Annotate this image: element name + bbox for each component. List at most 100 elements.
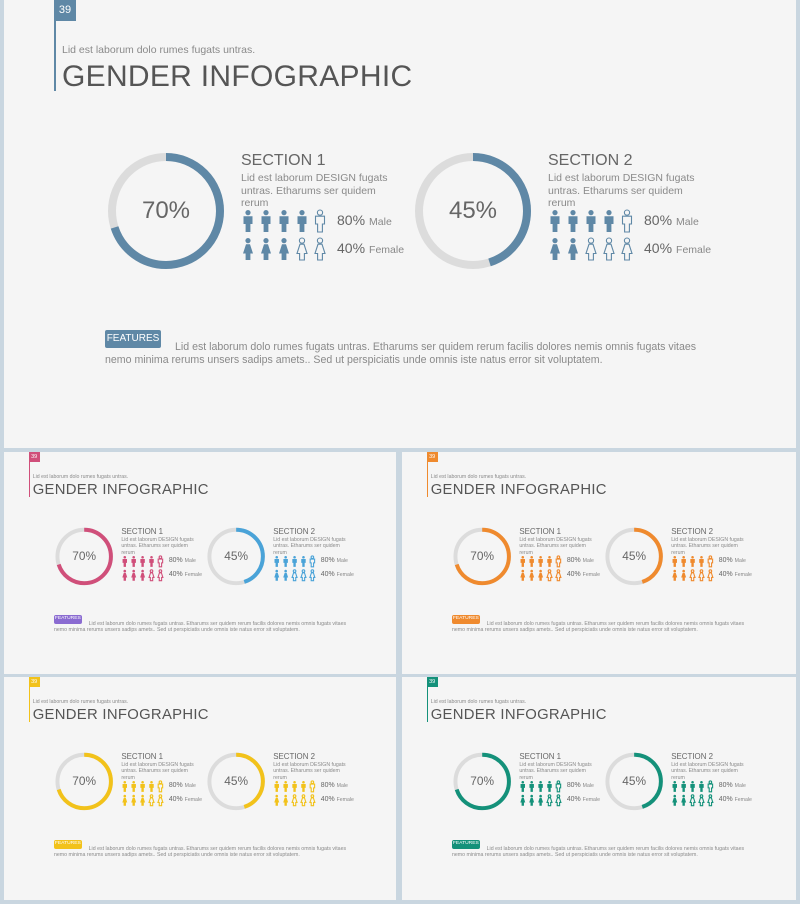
female-person-icon <box>148 569 155 582</box>
features-badge: FEATURES <box>451 840 480 850</box>
female-percent: 40% <box>337 240 366 256</box>
female-person-icon <box>122 569 128 581</box>
male-person-icon <box>149 555 154 567</box>
donut-chart <box>207 752 265 811</box>
female-person-icon <box>672 794 678 806</box>
slide-5[interactable]: 39 Lid est laborum dolo rumes fugats untr… <box>402 677 796 900</box>
male-person-icon <box>699 555 704 567</box>
people-icons <box>672 780 714 807</box>
accent-line <box>426 687 428 723</box>
female-person-icon <box>157 569 164 582</box>
features-text: Lid est laborum dolo rumes fugats untras… <box>105 341 697 366</box>
donut-progress-arc <box>55 527 113 586</box>
female-person-icon <box>279 238 289 260</box>
page-number: 39 <box>426 452 438 463</box>
female-percent: 40% <box>644 240 673 256</box>
male-person-icon <box>283 780 288 792</box>
section-description: Lid est laborum DESIGN fugats untras. Et… <box>241 172 388 209</box>
donut-progress-arc <box>605 752 663 811</box>
female-person-icon <box>538 794 544 806</box>
male-person-icon <box>122 555 128 567</box>
section-description: Lid est laborum DESIGN fugats untras. Et… <box>121 762 194 781</box>
accent-line <box>426 462 428 498</box>
female-person-icon <box>131 569 137 581</box>
male-person-icon <box>149 780 154 792</box>
donut-progress-arc <box>108 153 224 269</box>
female-label: Female <box>734 571 752 578</box>
female-person-icon <box>621 237 633 261</box>
donut-progress-arc <box>453 527 511 586</box>
male-person-icon <box>547 780 552 792</box>
section-description: Lid est laborum DESIGN fugats untras. Et… <box>548 172 695 209</box>
donut-chart <box>108 153 224 269</box>
slide-2[interactable]: 39 Lid est laborum dolo rumes fugats untr… <box>4 452 396 674</box>
female-person-icon <box>296 237 308 261</box>
male-percent: 80% <box>644 212 673 228</box>
female-person-icon <box>309 794 316 807</box>
slide-1[interactable]: 39 Lid est laborum dolo rumes fugats untr… <box>4 0 796 448</box>
male-person-icon <box>621 209 633 233</box>
male-stat: 80% Male <box>567 782 594 789</box>
male-person-icon <box>707 555 714 568</box>
male-person-icon <box>157 555 164 568</box>
ring-percent: 70% <box>141 197 191 224</box>
section-heading: SECTION 1 <box>121 752 164 762</box>
slide-title: GENDER INFOGRAPHIC <box>62 60 413 93</box>
female-percent: 40% <box>566 570 581 578</box>
female-stat: 40% Female <box>169 796 202 803</box>
female-person-icon <box>300 569 307 582</box>
ring-percent: 70% <box>470 773 495 788</box>
female-person-icon <box>148 794 155 807</box>
male-person-icon <box>690 555 695 567</box>
section-heading: SECTION 1 <box>519 752 562 762</box>
features-badge: FEATURES <box>53 840 82 850</box>
female-label: Female <box>184 571 202 578</box>
male-person-icon <box>555 555 562 568</box>
male-stat: 80% Male <box>321 557 348 564</box>
ring-percent: 45% <box>448 197 498 224</box>
ring-percent: 45% <box>622 773 647 788</box>
female-person-icon <box>689 794 696 807</box>
male-person-icon <box>529 780 534 792</box>
section-description: Lid est laborum DESIGN fugats untras. Et… <box>273 537 346 556</box>
section-description: Lid est laborum DESIGN fugats untras. Et… <box>519 762 592 781</box>
female-percent: 40% <box>320 570 335 578</box>
slide-4[interactable]: 39 Lid est laborum dolo rumes fugats untr… <box>4 677 396 900</box>
male-person-icon <box>274 555 279 567</box>
male-person-icon <box>529 555 534 567</box>
section-heading: SECTION 2 <box>671 527 714 537</box>
section-description: Lid est laborum DESIGN fugats untras. Et… <box>671 537 744 556</box>
male-person-icon <box>568 210 578 232</box>
male-label: Male <box>369 216 392 228</box>
female-label: Female <box>582 796 600 803</box>
male-stat: 80% Male <box>644 212 699 228</box>
female-person-icon <box>603 237 615 261</box>
accent-line <box>28 687 30 723</box>
male-person-icon <box>292 555 297 567</box>
female-person-icon <box>291 794 298 807</box>
slide-3[interactable]: 39 Lid est laborum dolo rumes fugats untr… <box>402 452 796 674</box>
slide-subtitle: Lid est laborum dolo rumes fugats untras… <box>62 44 256 56</box>
male-person-icon <box>547 555 552 567</box>
male-stat: 80% Male <box>567 557 594 564</box>
donut-chart <box>605 527 663 586</box>
female-person-icon <box>681 569 687 581</box>
male-person-icon <box>140 555 145 567</box>
female-percent: 40% <box>566 795 581 803</box>
female-person-icon <box>274 794 280 806</box>
female-label: Female <box>582 571 600 578</box>
female-person-icon <box>546 569 553 582</box>
donut-chart <box>453 752 511 811</box>
section-heading: SECTION 2 <box>273 752 316 762</box>
female-person-icon <box>681 794 687 806</box>
male-label: Male <box>582 782 594 789</box>
female-stat: 40% Female <box>321 571 354 578</box>
female-person-icon <box>157 794 164 807</box>
female-person-icon <box>529 569 535 581</box>
male-person-icon <box>520 780 526 792</box>
male-person-icon <box>261 210 271 232</box>
section-description: Lid est laborum DESIGN fugats untras. Et… <box>671 762 744 781</box>
section-heading: SECTION 1 <box>519 527 562 537</box>
features-badge: FEATURES <box>451 615 480 625</box>
people-icons <box>520 780 562 807</box>
